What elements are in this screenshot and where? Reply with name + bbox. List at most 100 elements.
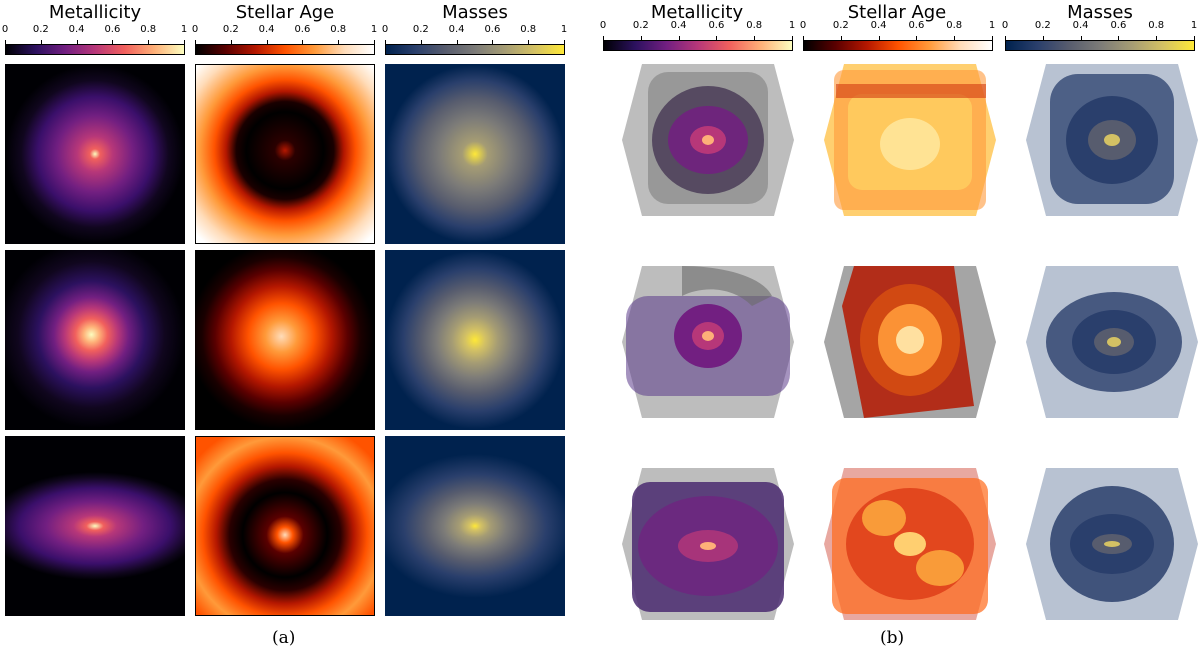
colorbar-tick: [564, 40, 565, 44]
colorbar-tick: [992, 36, 993, 40]
panel-b-colorbar-stellar-age: [803, 40, 993, 51]
colorbar-tick-label: 0.8: [746, 20, 763, 31]
colorbar-tick-label: 0: [1001, 20, 1009, 31]
colorbar-tick-label: 1: [788, 20, 796, 31]
colorbar-tick: [184, 40, 185, 44]
colorbar-tick-label: 0.2: [832, 20, 849, 31]
colorbar-tick-label: 0.2: [412, 24, 429, 35]
colorbar-tick-label: 0.4: [670, 20, 687, 31]
colorbar-tick: [385, 40, 386, 44]
colorbar-tick-label: 0.2: [222, 24, 239, 35]
masses-volume-row2: [1026, 266, 1198, 418]
colorbar-tick-label: 0.6: [104, 24, 121, 35]
panel-a-colorbar-metallicity: [5, 44, 185, 55]
colorbar-tick: [456, 40, 458, 44]
metallicity-map-row3: [5, 436, 185, 616]
stellar-age-volume-row2: [824, 266, 996, 418]
colorbar-tick: [803, 36, 804, 40]
panel-b-ticks-masses: 0 0.2 0.4 0.6 0.8 1: [1002, 20, 1197, 40]
colorbar-tick-label: 0.8: [1148, 20, 1165, 31]
colorbar-tick-label: 0: [799, 20, 807, 31]
colorbar-tick: [420, 40, 422, 44]
colorbar-tick: [266, 40, 268, 44]
panel-a-title-metallicity: Metallicity: [48, 2, 142, 23]
colorbar-tick-label: 1: [988, 20, 996, 31]
colorbar-tick-label: 0.4: [258, 24, 275, 35]
colorbar-tick: [792, 36, 793, 40]
masses-volume-row3: [1026, 468, 1198, 620]
panel-a-title-masses: Masses: [442, 2, 508, 23]
colorbar-tick: [5, 40, 6, 44]
colorbar-tick-label: 0.4: [870, 20, 887, 31]
colorbar-tick: [603, 36, 604, 40]
panel-b-caption: (b): [880, 628, 905, 648]
masses-map-row1: [385, 64, 565, 244]
colorbar-tick: [878, 36, 880, 40]
panel-b-colorbar-masses: [1005, 40, 1195, 51]
colorbar-tick-label: 0.4: [1072, 20, 1089, 31]
colorbar-tick: [840, 36, 842, 40]
colorbar-tick: [1080, 36, 1082, 40]
colorbar-tick-label: 0.6: [294, 24, 311, 35]
colorbar-tick: [1156, 36, 1158, 40]
colorbar-tick: [302, 40, 304, 44]
colorbar-tick-label: 1: [1190, 20, 1198, 31]
panel-b-colorbar-metallicity: [603, 40, 793, 51]
colorbar-tick-label: 0: [1, 24, 9, 35]
colorbar-tick: [916, 36, 918, 40]
colorbar-tick-label: 0.8: [330, 24, 347, 35]
panel-a-caption: (a): [272, 628, 296, 648]
panel-a-ticks-metallicity: 0 0.2 0.4 0.6 0.8 1: [2, 24, 187, 44]
panel-b-title-masses: Masses: [1067, 2, 1133, 23]
colorbar-tick-label: 0.6: [1110, 20, 1127, 31]
colorbar-tick-label: 0.2: [1034, 20, 1051, 31]
panel-a-title-stellar-age: Stellar Age: [235, 2, 335, 23]
colorbar-tick: [640, 36, 642, 40]
colorbar-tick: [1042, 36, 1044, 40]
metallicity-volume-row1: [622, 64, 794, 216]
masses-map-row2: [385, 250, 565, 430]
colorbar-tick-label: 1: [370, 24, 378, 35]
colorbar-tick: [954, 36, 956, 40]
colorbar-tick-label: 0.8: [520, 24, 537, 35]
stellar-age-volume-row3: [824, 468, 996, 620]
colorbar-tick: [1005, 36, 1006, 40]
colorbar-tick: [528, 40, 530, 44]
colorbar-tick: [1118, 36, 1120, 40]
colorbar-tick-label: 0.2: [632, 20, 649, 31]
stellar-age-map-row1: [195, 64, 375, 244]
panel-b-ticks-metallicity: 0 0.2 0.4 0.6 0.8 1: [600, 20, 795, 40]
panel-b-title-metallicity: Metallicity: [650, 2, 744, 23]
colorbar-tick-label: 0.6: [908, 20, 925, 31]
colorbar-tick: [492, 40, 494, 44]
colorbar-tick-label: 0.8: [946, 20, 963, 31]
masses-map-row3: [385, 436, 565, 616]
colorbar-tick-label: 0: [381, 24, 389, 35]
colorbar-tick: [148, 40, 150, 44]
stellar-age-volume-row1: [824, 64, 996, 216]
colorbar-tick-label: 1: [180, 24, 188, 35]
stellar-age-map-row2: [195, 250, 375, 430]
colorbar-tick-label: 0.6: [708, 20, 725, 31]
panel-a-colorbar-stellar-age: [195, 44, 375, 55]
stellar-age-map-row3: [195, 436, 375, 616]
colorbar-tick: [1194, 36, 1195, 40]
panel-a-colorbar-masses: [385, 44, 565, 55]
colorbar-tick: [678, 36, 680, 40]
colorbar-tick-label: 0.6: [484, 24, 501, 35]
colorbar-tick-label: 0.8: [140, 24, 157, 35]
metallicity-map-row2: [5, 250, 185, 430]
colorbar-tick: [40, 40, 42, 44]
panel-b-ticks-stellar-age: 0 0.2 0.4 0.6 0.8 1: [800, 20, 995, 40]
colorbar-tick-label: 0: [599, 20, 607, 31]
colorbar-tick-label: 0.2: [32, 24, 49, 35]
colorbar-tick-label: 0.4: [448, 24, 465, 35]
colorbar-tick: [76, 40, 78, 44]
metallicity-volume-row2: [622, 266, 794, 418]
colorbar-tick: [338, 40, 340, 44]
colorbar-tick: [195, 40, 196, 44]
colorbar-tick: [754, 36, 756, 40]
colorbar-tick: [230, 40, 232, 44]
masses-volume-row1: [1026, 64, 1198, 216]
metallicity-map-row1: [5, 64, 185, 244]
